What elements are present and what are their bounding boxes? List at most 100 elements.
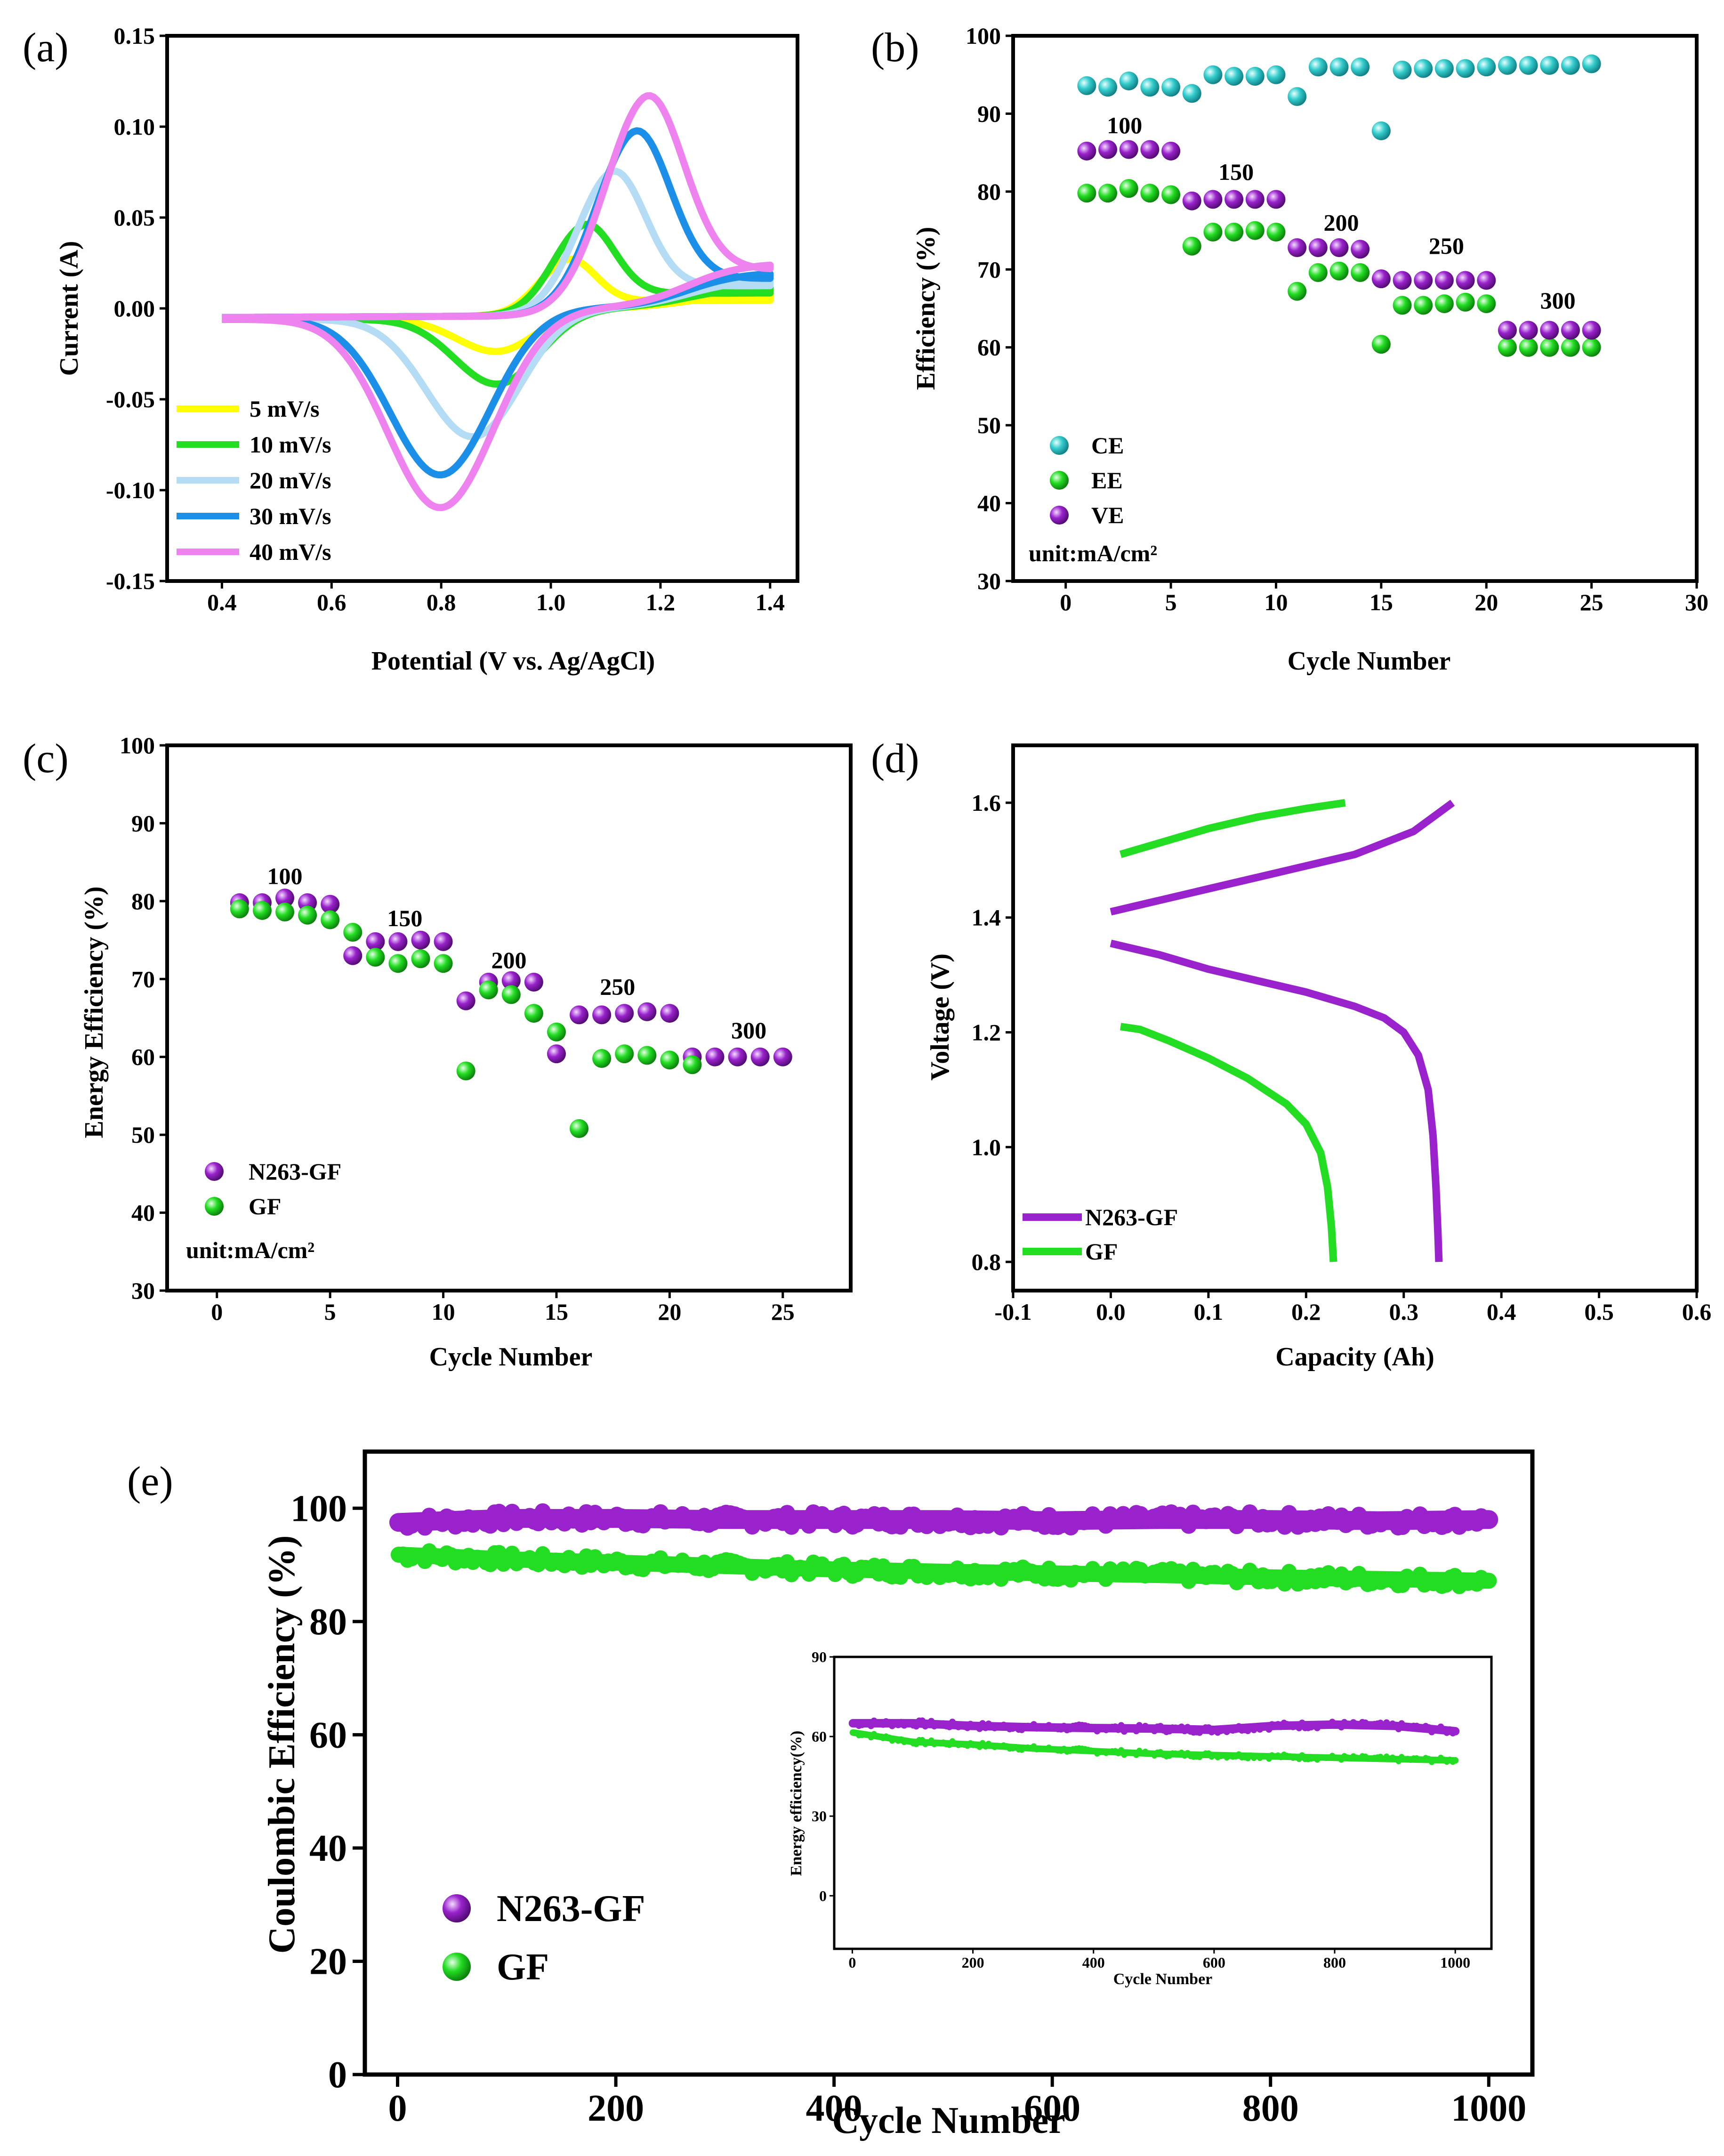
point-ce (1414, 59, 1433, 78)
legend-label-10mvs: 10 mV/s (250, 431, 331, 458)
point-ce (1477, 57, 1496, 77)
inset-background (834, 1657, 1491, 1949)
point-gf (411, 949, 430, 969)
panel-a-y-ticks: -0.15 -0.10 -0.05 0.00 0.05 0.10 0.15 (106, 23, 167, 594)
point-ce (1329, 57, 1349, 77)
point-n263-gf (705, 1047, 725, 1066)
x-tick-label: 1000 (1440, 1954, 1470, 1971)
panel-d-charge-discharge: (d) -0.1 0.0 0.1 0.2 0.3 0.4 0.5 0.6 0.8 1.0 1.2 1… (871, 736, 1711, 1372)
legend-label-gf: GF (497, 1946, 549, 1988)
panel-b-y-axis-label: Efficiency (%) (911, 227, 941, 390)
panel-b-x-ticks: 0 5 10 15 20 25 30 (1060, 581, 1708, 615)
legend-marker-ce (1050, 436, 1069, 455)
x-tick-label: 30 (1685, 589, 1708, 615)
point-ee (1351, 263, 1370, 282)
x-tick-label: 0 (1060, 589, 1071, 615)
panel-b-y-ticks: 30 40 50 60 70 80 90 100 (966, 23, 1013, 594)
point-ce (1266, 65, 1286, 84)
annotation-300: 300 (731, 1017, 766, 1043)
point-ce (1119, 71, 1138, 90)
inset-x-axis-label: Cycle Number (1113, 1970, 1213, 1988)
y-tick-label: -0.05 (106, 386, 155, 412)
panel-c-x-ticks: 0 5 10 15 20 25 (211, 1291, 795, 1325)
panel-a-frame (165, 34, 799, 583)
point-ve (1119, 140, 1138, 159)
point-ee (1266, 222, 1286, 242)
y-tick-label: 50 (977, 412, 1001, 438)
annotation-250: 250 (600, 973, 635, 1000)
x-tick-label: 0.8 (427, 589, 456, 615)
x-tick-label: 5 (1165, 589, 1177, 615)
x-tick-label: 0.2 (1291, 1299, 1321, 1325)
point-n263-gf (501, 971, 521, 990)
point-gf (660, 1050, 679, 1070)
point-ve (1561, 321, 1580, 340)
point-ve (1519, 321, 1538, 340)
x-tick-label: 25 (1580, 589, 1603, 615)
point-ee (1477, 294, 1496, 314)
y-tick-label: 30 (131, 1277, 155, 1304)
x-tick-label: 0.3 (1389, 1299, 1418, 1325)
point-ee (1582, 338, 1601, 357)
point-ce (1203, 65, 1223, 84)
x-tick-label: 200 (588, 2088, 644, 2129)
point-ve (1182, 191, 1201, 210)
y-tick-label: 100 (966, 23, 1001, 49)
point-ve (1434, 271, 1454, 290)
legend-label-30mvs: 30 mV/s (250, 503, 331, 529)
point-ee (1245, 221, 1265, 240)
panel-e-x-ticks: 0 200 400 600 800 1000 (388, 2075, 1526, 2129)
legend-marker-ee (1050, 471, 1069, 490)
y-tick-label: 1.0 (972, 1134, 1001, 1160)
y-tick-label: 20 (309, 1941, 347, 1982)
x-tick-label: 5 (324, 1299, 336, 1325)
panel-c-y-axis-label: Energy Efficiency (%) (80, 887, 109, 1139)
y-tick-label: 40 (309, 1828, 347, 1869)
panel-c-current-density-labels: 100 150 200 250 300 (267, 863, 767, 1043)
panel-b-legend: CE EE VE unit:mA/cm² (1029, 432, 1157, 566)
point-ce (1288, 87, 1307, 106)
point-n263-gf (321, 895, 340, 914)
y-tick-label: 0.05 (114, 204, 155, 231)
y-tick-label: 0.15 (114, 23, 155, 49)
point-gf (524, 1004, 543, 1023)
x-tick-label: 0 (388, 2088, 407, 2129)
point-ee (1098, 184, 1118, 203)
point-gf (275, 903, 295, 922)
point-gf (388, 954, 408, 973)
point-ee (1561, 338, 1580, 357)
x-tick-label: 1.2 (646, 589, 676, 615)
point-gf (343, 923, 363, 942)
panel-c-label: (c) (23, 736, 69, 782)
panel-b-plot-area (1077, 54, 1601, 357)
y-tick-label: 1.4 (972, 904, 1001, 931)
y-tick-label: 1.6 (972, 790, 1001, 816)
panel-d-label: (d) (871, 736, 919, 782)
point-gf (434, 954, 453, 973)
inset-plot-area (848, 1717, 1460, 1765)
discharge-curve-n263-gf (1110, 939, 1443, 1262)
point-ee (1393, 296, 1412, 315)
legend-label-40mvs: 40 mV/s (250, 539, 331, 565)
panel-e-plot-area (389, 1503, 1498, 1594)
y-tick-label: 80 (977, 178, 1001, 205)
y-tick-label: 0 (328, 2054, 347, 2096)
legend-marker-n263-gf (205, 1162, 224, 1181)
point-ve (1498, 321, 1517, 340)
point-ce (1371, 121, 1391, 140)
point-ce (1161, 78, 1181, 97)
point-ee (1434, 294, 1454, 314)
panel-a-y-axis-label: Current (A) (55, 241, 84, 376)
panel-c-plot-area (230, 888, 792, 1138)
y-tick-label: 40 (131, 1200, 155, 1226)
annotation-100: 100 (1107, 112, 1142, 138)
inset-frame (833, 1655, 1493, 1950)
y-tick-label: 90 (131, 810, 155, 836)
panel-c-unit-note: unit:mA/cm² (186, 1237, 314, 1263)
y-tick-label: 70 (131, 966, 155, 992)
y-tick-label: 0.8 (972, 1249, 1001, 1275)
panel-e-frame (363, 1449, 1535, 2077)
point-n263-gf (615, 1004, 634, 1023)
panel-c-legend: N263-GF GF unit:mA/cm² (186, 1158, 341, 1263)
